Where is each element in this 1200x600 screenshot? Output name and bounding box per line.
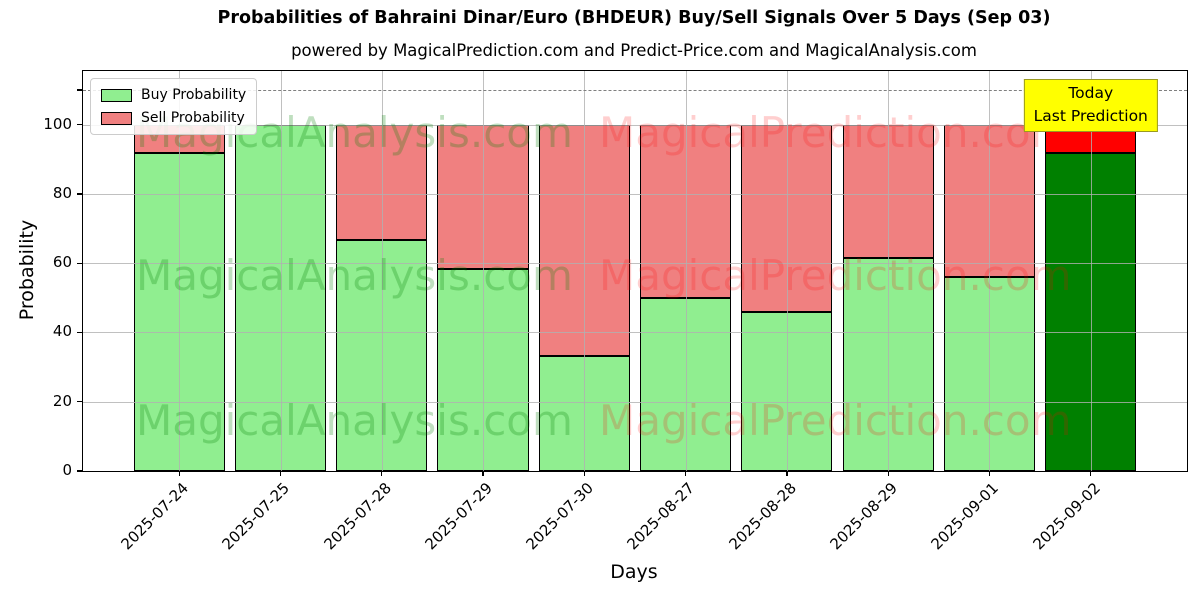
bar-segment-sell-2025-08-28 (741, 124, 833, 312)
legend-label-sell: Sell Probability (141, 110, 245, 126)
bar-segment-buy-2025-07-29 (437, 269, 529, 471)
y-tick (76, 401, 82, 403)
y-tick (76, 262, 82, 264)
y-tick-label: 100 (43, 114, 72, 133)
h-gridline (83, 332, 1187, 334)
x-tick (786, 471, 788, 476)
y-tick (76, 470, 82, 472)
v-gridline (786, 71, 788, 471)
v-gridline (989, 71, 991, 471)
y-tick (76, 89, 82, 91)
chart-subtitle: powered by MagicalPrediction.com and Pre… (291, 41, 977, 60)
x-tick (482, 471, 484, 476)
x-tick (178, 471, 180, 476)
v-gridline (685, 71, 687, 471)
legend-item-sell: Sell Probability (101, 110, 246, 126)
watermark-magicalanalysis: MagicalAnalysis.com (136, 251, 573, 300)
y-tick (76, 331, 82, 334)
legend-swatch-buy (101, 88, 132, 102)
bar-segment-buy-2025-09-01 (943, 277, 1036, 471)
x-tick (887, 471, 889, 476)
legend-swatch-sell (101, 111, 132, 125)
v-gridline (381, 71, 383, 471)
y-tick-label: 40 (52, 322, 72, 341)
annotation-box: Today Last Prediction (1023, 79, 1158, 132)
x-tick-label: 2025-08-28 (725, 479, 800, 554)
y-tick-label: 20 (52, 391, 72, 410)
watermark-magicalprediction: MagicalPrediction.com (599, 251, 1072, 300)
bar-segment-buy-2025-07-25 (234, 124, 327, 471)
v-gridline (179, 71, 181, 471)
y-tick-label: 80 (52, 183, 72, 202)
watermark-magicalprediction: MagicalPrediction.com (599, 396, 1072, 445)
x-tick-label: 2025-08-27 (623, 479, 699, 554)
annotation-line1: Today (1068, 84, 1114, 102)
v-gridline (584, 71, 586, 471)
x-tick-label: 2025-07-28 (320, 479, 395, 554)
x-tick (684, 471, 687, 476)
x-tick (583, 471, 586, 476)
bar-segment-sell-2025-07-28 (336, 124, 428, 240)
x-tick-label: 2025-07-24 (117, 479, 192, 554)
x-tick (279, 471, 282, 476)
y-tick-label: 0 (62, 461, 72, 479)
y-tick (76, 193, 82, 195)
y-tick (76, 123, 82, 126)
dashed-threshold-line (83, 90, 1187, 92)
x-tick-label: 2025-09-02 (1029, 479, 1104, 554)
x-axis-title: Days (610, 561, 658, 583)
bar-segment-sell-2025-08-29 (842, 124, 934, 258)
legend-label-buy: Buy Probability (141, 87, 247, 103)
chart-title: Probabilities of Bahraini Dinar/Euro (BH… (217, 8, 1051, 28)
bar-segment-sell-2025-07-29 (437, 124, 529, 270)
v-gridline (280, 71, 282, 471)
x-tick-label: 2025-07-29 (421, 479, 496, 554)
annotation-line2: Last Prediction (1033, 107, 1148, 126)
x-tick-label: 2025-08-29 (826, 479, 901, 554)
bar-segment-buy-2025-07-24 (133, 153, 225, 471)
v-gridline (483, 71, 485, 471)
x-tick-label: 2025-07-25 (218, 479, 294, 554)
bar-segment-buy-2025-07-28 (336, 240, 428, 471)
h-gridline (83, 124, 1187, 126)
legend-item-buy: Buy Probability (101, 87, 246, 103)
h-gridline (83, 263, 1187, 265)
bar-segment-buy-2025-07-30 (538, 355, 630, 471)
x-tick (1090, 471, 1092, 476)
bar-segment-buy-2025-09-02 (1045, 153, 1137, 471)
bar-segment-buy-2025-08-29 (842, 258, 934, 471)
x-tick-label: 2025-07-30 (522, 479, 598, 554)
x-tick (988, 471, 991, 476)
bar-segment-buy-2025-08-28 (741, 311, 833, 471)
h-gridline (83, 401, 1187, 403)
v-gridline (1090, 71, 1092, 471)
x-tick-label: 2025-09-01 (927, 479, 1003, 554)
bar-segment-buy-2025-08-27 (640, 297, 732, 471)
plot-area: Buy Probability Sell Probability Today L… (43, 70, 1188, 553)
y-tick-label: 60 (52, 253, 72, 272)
watermark-magicalprediction: MagicalPrediction.com (599, 108, 1072, 157)
v-gridline (888, 71, 890, 471)
watermark-magicalanalysis: MagicalAnalysis.com (136, 396, 573, 445)
legend-box: Buy Probability Sell Probability (90, 78, 258, 135)
bar-segment-sell-2025-08-27 (640, 124, 732, 298)
x-tick (381, 471, 383, 476)
h-gridline (83, 193, 1187, 195)
